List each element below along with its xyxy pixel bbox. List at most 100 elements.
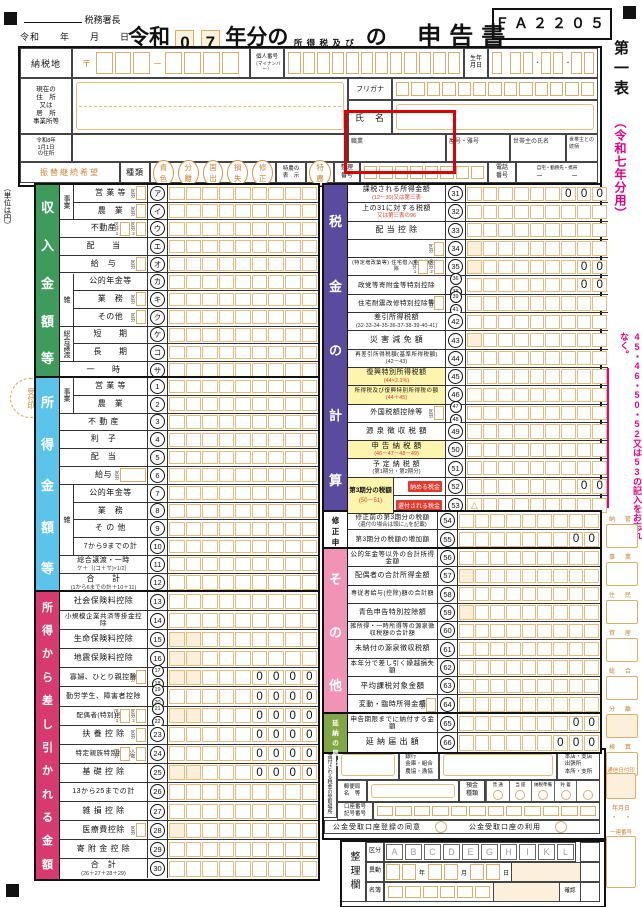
- input-box[interactable]: [561, 806, 578, 816]
- amount-cell[interactable]: [284, 504, 301, 518]
- amount-cell[interactable]: [185, 221, 202, 236]
- amount-cell[interactable]: [561, 259, 576, 274]
- bank-name-field[interactable]: [337, 750, 399, 780]
- amount-cell[interactable]: [202, 746, 218, 762]
- amount-cell[interactable]: [498, 314, 514, 329]
- amount-cell[interactable]: [284, 328, 301, 342]
- amount-cell[interactable]: [498, 442, 514, 457]
- input-box[interactable]: [389, 52, 402, 74]
- kubun-box[interactable]: [136, 186, 146, 201]
- amount-cell[interactable]: [268, 186, 284, 201]
- amount-cell[interactable]: [459, 568, 474, 584]
- amount-cell[interactable]: [235, 860, 251, 877]
- amount-cell[interactable]: [498, 296, 514, 311]
- amount-cell[interactable]: [482, 204, 498, 220]
- name-field[interactable]: [392, 100, 598, 134]
- amount-cell[interactable]: [561, 479, 576, 494]
- input-box[interactable]: [377, 806, 394, 816]
- amount-cell[interactable]: [561, 460, 576, 476]
- amount-cell[interactable]: [514, 479, 529, 494]
- input-box[interactable]: [114, 52, 132, 74]
- amount-cell[interactable]: [301, 310, 318, 324]
- amount-cell[interactable]: [498, 369, 514, 384]
- amount-cell[interactable]: [561, 332, 576, 348]
- my-number-field[interactable]: [284, 48, 464, 78]
- amount-cell[interactable]: [521, 568, 537, 584]
- kubun-box[interactable]: [136, 221, 146, 236]
- amount-cell[interactable]: [284, 292, 301, 307]
- amount-cell[interactable]: [521, 513, 537, 528]
- input-box[interactable]: [439, 886, 456, 898]
- amount-cell[interactable]: 0: [251, 688, 268, 705]
- amount-cell[interactable]: [202, 822, 218, 838]
- amount-cell[interactable]: [268, 539, 284, 554]
- amount-cell[interactable]: [235, 328, 251, 342]
- amount-cell[interactable]: [284, 310, 301, 324]
- amount-cell[interactable]: [218, 669, 235, 685]
- amount-cell[interactable]: [482, 277, 498, 293]
- birthdate-field[interactable]: ・ ・: [488, 48, 598, 78]
- amount-cell[interactable]: [202, 504, 218, 518]
- input-box[interactable]: [133, 52, 151, 74]
- amount-cell[interactable]: [482, 296, 498, 311]
- amount-cell[interactable]: [514, 406, 529, 421]
- amount-cell[interactable]: [169, 708, 185, 724]
- input-box[interactable]: [404, 52, 417, 74]
- input-box[interactable]: [396, 82, 410, 96]
- amount-cell[interactable]: [251, 521, 268, 536]
- amount-cell[interactable]: [474, 587, 490, 602]
- office-strip-box[interactable]: [606, 714, 638, 738]
- amount-cell[interactable]: [218, 345, 235, 360]
- amount-cell[interactable]: [537, 568, 553, 584]
- amount-cell[interactable]: [235, 803, 251, 819]
- amount-cell[interactable]: [235, 593, 251, 609]
- amount-cell[interactable]: [553, 660, 568, 675]
- amount-cell[interactable]: [169, 504, 185, 518]
- amount-cell[interactable]: [218, 765, 235, 781]
- amount-cell[interactable]: [284, 557, 301, 572]
- input-box[interactable]: [474, 886, 490, 898]
- input-box[interactable]: [302, 52, 315, 74]
- amount-cell[interactable]: [268, 239, 284, 254]
- amount-cell[interactable]: 0: [251, 727, 268, 743]
- amount-cell[interactable]: [545, 369, 561, 384]
- amount-cell[interactable]: [553, 550, 568, 565]
- birth-box[interactable]: [540, 52, 552, 74]
- amount-cell[interactable]: [251, 841, 268, 857]
- amount-cell[interactable]: [537, 531, 553, 548]
- amount-cell[interactable]: [553, 605, 568, 620]
- amount-cell[interactable]: [545, 259, 561, 274]
- amount-cell[interactable]: [467, 479, 482, 494]
- amount-cell[interactable]: [459, 623, 474, 638]
- amount-cell[interactable]: 0: [301, 669, 318, 685]
- amount-cell[interactable]: [467, 424, 482, 439]
- amount-cell[interactable]: [169, 784, 185, 800]
- input-box[interactable]: [447, 52, 460, 74]
- amount-cell[interactable]: [185, 397, 202, 412]
- office-end-box[interactable]: [580, 842, 600, 862]
- amount-cell[interactable]: [169, 557, 185, 572]
- amount-cell[interactable]: [218, 708, 235, 724]
- amount-cell[interactable]: [185, 415, 202, 429]
- amount-cell[interactable]: [561, 241, 576, 256]
- amount-cell[interactable]: [301, 415, 318, 429]
- amount-cell[interactable]: [514, 332, 529, 348]
- householder-relation-field[interactable]: 世帯主との続柄: [566, 134, 598, 162]
- amount-cell[interactable]: [284, 575, 301, 591]
- amount-cell[interactable]: [185, 727, 202, 743]
- amount-cell[interactable]: [251, 379, 268, 394]
- amount-cell[interactable]: [592, 241, 608, 256]
- input-box[interactable]: [542, 806, 560, 816]
- office-strip-box[interactable]: [606, 676, 638, 700]
- amount-cell[interactable]: [561, 351, 576, 366]
- input-box[interactable]: [470, 166, 484, 179]
- amount-cell[interactable]: [490, 568, 506, 584]
- amount-cell[interactable]: [202, 650, 218, 666]
- amount-cell[interactable]: [561, 442, 576, 457]
- amount-cell[interactable]: [235, 292, 251, 307]
- amount-cell[interactable]: [301, 274, 318, 289]
- amount-cell[interactable]: [218, 415, 235, 429]
- amount-cell[interactable]: [301, 486, 318, 501]
- public-account-use-circle[interactable]: [555, 821, 567, 833]
- amount-cell[interactable]: [467, 369, 482, 384]
